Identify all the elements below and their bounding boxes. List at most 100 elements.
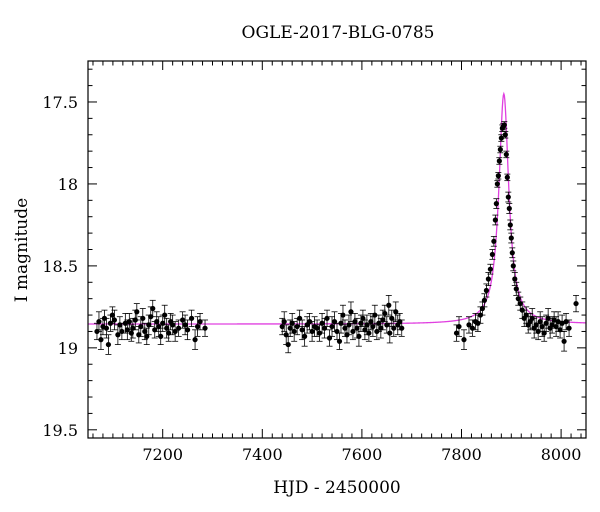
data-marker	[509, 250, 515, 256]
data-point-84	[359, 309, 366, 327]
data-marker	[456, 323, 462, 330]
data-point-140	[513, 281, 520, 296]
data-marker	[573, 300, 579, 307]
data-marker	[508, 235, 514, 241]
data-point-135	[507, 219, 514, 231]
data-point-119	[490, 235, 497, 247]
data-point-65	[319, 313, 326, 334]
data-marker	[453, 330, 460, 336]
data-marker	[324, 315, 330, 321]
y-tick-label: 19.5	[42, 421, 78, 440]
data-point-90	[371, 304, 378, 326]
data-marker	[154, 319, 160, 325]
x-tick-label: 7800	[441, 445, 482, 464]
data-point-100	[390, 319, 397, 337]
x-tick-label: 7400	[242, 445, 283, 464]
y-tick-label: 17.5	[42, 93, 78, 112]
chart-title: OGLE-2017-BLG-0785	[242, 23, 435, 43]
data-point-122	[494, 180, 501, 188]
data-point-164	[561, 331, 568, 352]
data-point-41	[182, 314, 189, 336]
data-point-139	[511, 272, 518, 286]
data-point-33	[161, 304, 168, 326]
data-point-106	[456, 316, 463, 337]
data-point-57	[299, 319, 306, 341]
data-marker	[503, 151, 509, 158]
data-marker	[497, 146, 503, 153]
data-marker	[192, 337, 198, 343]
data-marker	[391, 325, 397, 331]
data-point-9	[111, 309, 118, 331]
x-tick-label: 8000	[541, 445, 582, 464]
data-point-61	[309, 321, 316, 342]
data-marker	[197, 319, 203, 325]
data-point-19	[133, 303, 140, 321]
data-marker	[501, 122, 507, 128]
data-marker	[150, 305, 156, 312]
data-marker	[162, 312, 168, 318]
data-point-69	[329, 316, 336, 337]
data-marker	[561, 338, 567, 344]
plot-area	[88, 91, 587, 355]
data-marker	[461, 337, 467, 343]
axes: 7200 7400 7600 7800 8000 17.5 18 18.5 19 19.5	[42, 61, 586, 464]
data-marker	[399, 325, 405, 331]
data-marker	[287, 325, 293, 331]
data-marker	[506, 205, 512, 212]
data-marker	[194, 323, 201, 330]
data-point-105	[453, 324, 460, 342]
data-point-134	[506, 203, 513, 214]
data-point-31	[157, 327, 164, 345]
data-marker	[302, 333, 308, 339]
data-marker	[111, 317, 117, 323]
data-marker	[126, 319, 132, 325]
data-marker	[170, 322, 176, 328]
data-point-12	[118, 322, 125, 341]
data-point-132	[504, 173, 511, 182]
data-marker	[498, 135, 504, 141]
data-marker	[185, 327, 191, 333]
data-point-166	[566, 319, 573, 337]
data-point-46	[197, 313, 204, 331]
data-marker	[566, 325, 572, 331]
data-marker	[502, 132, 508, 138]
plot-frame	[87, 60, 587, 439]
data-point-58	[301, 326, 308, 347]
data-marker	[98, 337, 104, 343]
data-marker	[281, 319, 287, 325]
data-marker	[372, 312, 378, 318]
data-point-47	[202, 319, 209, 337]
data-marker	[319, 320, 325, 326]
data-marker	[158, 333, 164, 339]
data-marker	[510, 263, 516, 269]
data-marker	[537, 319, 543, 325]
data-marker	[483, 287, 489, 294]
data-point-137	[509, 247, 516, 259]
y-tick-label: 18	[58, 175, 78, 194]
data-marker	[487, 266, 493, 272]
data-marker	[505, 194, 511, 200]
data-marker	[387, 330, 393, 336]
data-point-138	[510, 260, 517, 272]
data-marker	[336, 338, 343, 344]
data-point-136	[508, 232, 515, 244]
data-point-40	[179, 311, 186, 329]
data-marker	[202, 325, 208, 331]
data-point-167	[573, 294, 580, 313]
data-point-67	[324, 309, 331, 327]
data-marker	[513, 286, 519, 292]
data-marker	[489, 251, 495, 258]
data-point-117	[487, 263, 494, 275]
data-point-118	[489, 249, 496, 260]
data-point-120	[492, 214, 499, 226]
data-marker	[549, 322, 555, 328]
data-marker	[553, 323, 559, 330]
data-marker	[543, 320, 549, 326]
data-marker	[507, 222, 513, 228]
data-point-32	[159, 314, 166, 332]
data-marker	[494, 181, 500, 187]
data-point-107	[460, 329, 467, 350]
data-marker	[299, 327, 305, 333]
x-tick-label: 7600	[342, 445, 383, 464]
